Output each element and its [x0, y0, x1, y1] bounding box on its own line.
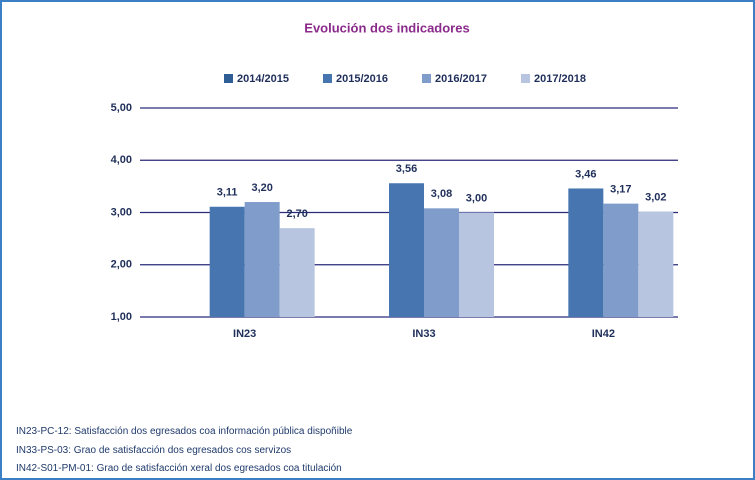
- bar: [638, 211, 674, 317]
- legend-swatch: [323, 74, 332, 83]
- legend-label: 2015/2016: [336, 73, 388, 85]
- value-label: 3,02: [645, 191, 666, 203]
- chart: Evolución dos indicadores 1,00 2,00 3,00 4,…: [111, 20, 678, 340]
- bar: [568, 188, 604, 317]
- y-tick-label: 3,00: [111, 206, 132, 218]
- note: IN33-PS-03: Grao de satisfacción dos egr…: [16, 445, 292, 456]
- x-tick-label: IN42: [592, 328, 615, 340]
- value-label: 2,70: [286, 208, 307, 220]
- bar: [459, 212, 494, 317]
- bar: [389, 183, 424, 317]
- value-label: 3,08: [431, 188, 452, 200]
- bar: [279, 228, 315, 317]
- legend-swatch: [422, 74, 431, 83]
- y-tick-label: 1,00: [111, 311, 132, 323]
- y-tick-label: 4,00: [111, 154, 132, 166]
- y-tick-label: 5,00: [111, 102, 132, 114]
- legend-swatch: [224, 74, 233, 83]
- value-label: 3,56: [396, 163, 417, 175]
- bar: [244, 202, 280, 317]
- bar: [424, 208, 459, 317]
- legend-label: 2016/2017: [435, 73, 487, 85]
- value-label: 3,11: [217, 187, 238, 199]
- y-tick-label: 2,00: [111, 259, 132, 271]
- legend-swatch: [521, 74, 530, 83]
- x-tick-label: IN23: [233, 328, 256, 340]
- chart-title: Evolución dos indicadores: [304, 20, 469, 35]
- bar: [603, 203, 639, 317]
- value-label: 3,17: [610, 184, 631, 196]
- value-label: 3,20: [251, 182, 272, 194]
- note: IN42-S01-PM-01: Grao de satisfacción xer…: [16, 463, 342, 474]
- legend-label: 2017/2018: [534, 73, 586, 85]
- legend-label: 2014/2015: [237, 73, 289, 85]
- bar: [209, 206, 245, 317]
- value-label: 3,00: [466, 192, 487, 204]
- value-label: 3,46: [575, 168, 596, 180]
- note: IN23-PC-12: Satisfacción dos egresados c…: [16, 426, 353, 437]
- x-tick-label: IN33: [412, 328, 435, 340]
